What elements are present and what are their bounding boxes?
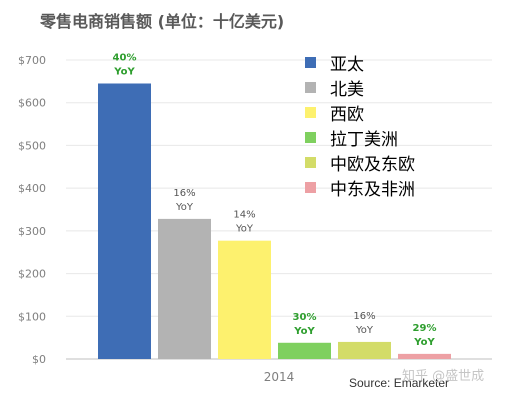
data-label: YoY bbox=[175, 202, 194, 213]
bar bbox=[278, 342, 331, 359]
y-tick-label: $300 bbox=[18, 225, 46, 238]
legend: 亚太北美西欧拉丁美洲中欧及东欧中东及非洲 bbox=[305, 50, 415, 200]
legend-label: 北美 bbox=[330, 79, 364, 100]
legend-swatch bbox=[305, 56, 316, 68]
legend-swatch bbox=[305, 156, 316, 168]
data-label: YoY bbox=[293, 326, 315, 337]
data-label: YoY bbox=[413, 337, 435, 348]
legend-label: 中欧及东欧 bbox=[330, 154, 415, 175]
x-axis: 2014 bbox=[264, 370, 295, 384]
bars bbox=[98, 83, 451, 359]
data-label: YoY bbox=[113, 66, 135, 77]
y-tick-label: $0 bbox=[32, 353, 46, 366]
chart-title: 零售电商销售额 (单位：十亿美元) bbox=[40, 12, 285, 31]
legend-label: 中东及非洲 bbox=[330, 179, 415, 200]
legend-label: 西欧 bbox=[330, 104, 364, 125]
data-label: 16% bbox=[173, 188, 195, 199]
y-tick-label: $100 bbox=[18, 310, 46, 323]
bar bbox=[158, 218, 211, 359]
y-tick-label: $400 bbox=[18, 182, 46, 195]
data-label: 40% bbox=[113, 52, 137, 63]
legend-item: 西欧 bbox=[305, 100, 415, 125]
legend-item: 拉丁美洲 bbox=[305, 125, 415, 150]
data-label: YoY bbox=[355, 325, 374, 336]
y-tick-label: $600 bbox=[18, 97, 46, 110]
data-label: 29% bbox=[413, 323, 437, 334]
data-label: 16% bbox=[353, 311, 375, 322]
legend-item: 北美 bbox=[305, 75, 415, 100]
source-note: Source: Emarketer bbox=[349, 376, 450, 390]
y-tick-label: $200 bbox=[18, 268, 46, 281]
data-label: YoY bbox=[235, 224, 254, 235]
legend-item: 中欧及东欧 bbox=[305, 150, 415, 175]
watermark: 知乎 @盛世成 bbox=[402, 369, 485, 384]
bar bbox=[338, 341, 391, 359]
growth-labels: 40% YoY 16% YoY 14% YoY 30% YoY 16% YoY 29% YoY bbox=[113, 52, 437, 347]
legend-swatch bbox=[305, 81, 316, 93]
legend-swatch bbox=[305, 106, 316, 118]
bar bbox=[98, 83, 151, 359]
y-tick-label: $700 bbox=[18, 54, 46, 67]
x-tick-label: 2014 bbox=[264, 370, 295, 384]
y-tick-label: $500 bbox=[18, 139, 46, 152]
bar bbox=[398, 353, 451, 359]
bar bbox=[218, 240, 271, 359]
legend-item: 中东及非洲 bbox=[305, 175, 415, 200]
legend-item: 亚太 bbox=[305, 50, 415, 75]
data-label: 30% bbox=[293, 312, 317, 323]
data-label: 14% bbox=[233, 210, 255, 221]
legend-swatch bbox=[305, 181, 316, 193]
legend-swatch bbox=[305, 131, 316, 143]
legend-label: 亚太 bbox=[330, 54, 364, 75]
legend-label: 拉丁美洲 bbox=[330, 129, 398, 150]
y-axis: $0 $100 $200 $300 $400 $500 $600 $700 bbox=[18, 54, 46, 366]
